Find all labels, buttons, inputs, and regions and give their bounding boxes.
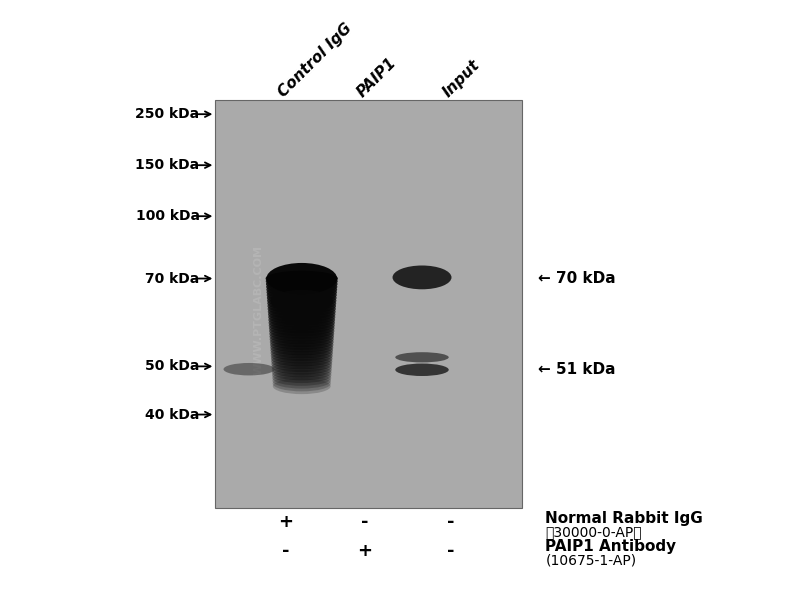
Text: Control IgG: Control IgG xyxy=(275,20,355,100)
Ellipse shape xyxy=(266,287,337,303)
Text: 100 kDa: 100 kDa xyxy=(135,209,199,223)
Ellipse shape xyxy=(270,326,334,341)
Ellipse shape xyxy=(270,340,334,355)
Ellipse shape xyxy=(267,293,337,308)
Ellipse shape xyxy=(272,362,332,377)
Text: 150 kDa: 150 kDa xyxy=(135,158,199,172)
Text: 50 kDa: 50 kDa xyxy=(145,359,199,373)
Ellipse shape xyxy=(270,343,333,358)
Ellipse shape xyxy=(272,367,331,383)
Ellipse shape xyxy=(266,271,338,286)
Text: 70 kDa: 70 kDa xyxy=(146,272,199,286)
Ellipse shape xyxy=(268,312,335,328)
Text: +: + xyxy=(357,542,372,560)
Text: 250 kDa: 250 kDa xyxy=(135,107,199,121)
Ellipse shape xyxy=(267,295,336,311)
Text: Input: Input xyxy=(441,57,483,100)
Ellipse shape xyxy=(395,364,449,376)
Text: PAIP1 Antibody: PAIP1 Antibody xyxy=(546,539,677,554)
Ellipse shape xyxy=(267,290,337,306)
Ellipse shape xyxy=(270,329,334,344)
Ellipse shape xyxy=(266,279,338,295)
Text: +: + xyxy=(278,513,294,531)
Ellipse shape xyxy=(271,356,332,372)
Ellipse shape xyxy=(393,265,451,289)
Ellipse shape xyxy=(266,281,337,298)
Ellipse shape xyxy=(268,309,335,325)
Text: -: - xyxy=(282,542,290,560)
Ellipse shape xyxy=(269,317,334,334)
Ellipse shape xyxy=(267,298,336,314)
Ellipse shape xyxy=(272,370,331,386)
Ellipse shape xyxy=(268,307,335,322)
Ellipse shape xyxy=(271,353,332,369)
Ellipse shape xyxy=(266,284,337,300)
Ellipse shape xyxy=(270,337,334,353)
Ellipse shape xyxy=(268,304,336,320)
Ellipse shape xyxy=(273,373,331,389)
Text: -: - xyxy=(447,542,455,560)
Ellipse shape xyxy=(269,323,334,339)
Bar xyxy=(215,100,522,508)
Ellipse shape xyxy=(268,301,336,317)
Ellipse shape xyxy=(223,363,274,376)
Ellipse shape xyxy=(269,315,335,331)
Ellipse shape xyxy=(266,263,337,294)
Ellipse shape xyxy=(273,378,330,394)
Text: WWW.PTGLABC.COM: WWW.PTGLABC.COM xyxy=(254,245,263,375)
Text: (10675-1-AP): (10675-1-AP) xyxy=(546,554,637,568)
Text: -: - xyxy=(447,513,455,531)
Ellipse shape xyxy=(270,345,333,361)
Ellipse shape xyxy=(271,350,333,367)
Ellipse shape xyxy=(273,376,331,391)
Ellipse shape xyxy=(270,290,333,313)
Text: （30000-0-AP）: （30000-0-AP） xyxy=(546,526,642,539)
Text: ← 51 kDa: ← 51 kDa xyxy=(538,362,615,377)
Text: -: - xyxy=(361,513,368,531)
Ellipse shape xyxy=(270,348,333,364)
Ellipse shape xyxy=(272,364,331,380)
Ellipse shape xyxy=(266,274,338,289)
Ellipse shape xyxy=(270,334,334,350)
Text: Normal Rabbit IgG: Normal Rabbit IgG xyxy=(546,511,703,526)
Text: ← 70 kDa: ← 70 kDa xyxy=(538,271,615,286)
Text: 40 kDa: 40 kDa xyxy=(145,407,199,422)
Ellipse shape xyxy=(271,359,332,375)
Ellipse shape xyxy=(266,276,338,292)
Ellipse shape xyxy=(395,352,449,362)
Ellipse shape xyxy=(270,331,334,347)
Text: PAIP1: PAIP1 xyxy=(354,55,399,100)
Ellipse shape xyxy=(269,320,334,336)
